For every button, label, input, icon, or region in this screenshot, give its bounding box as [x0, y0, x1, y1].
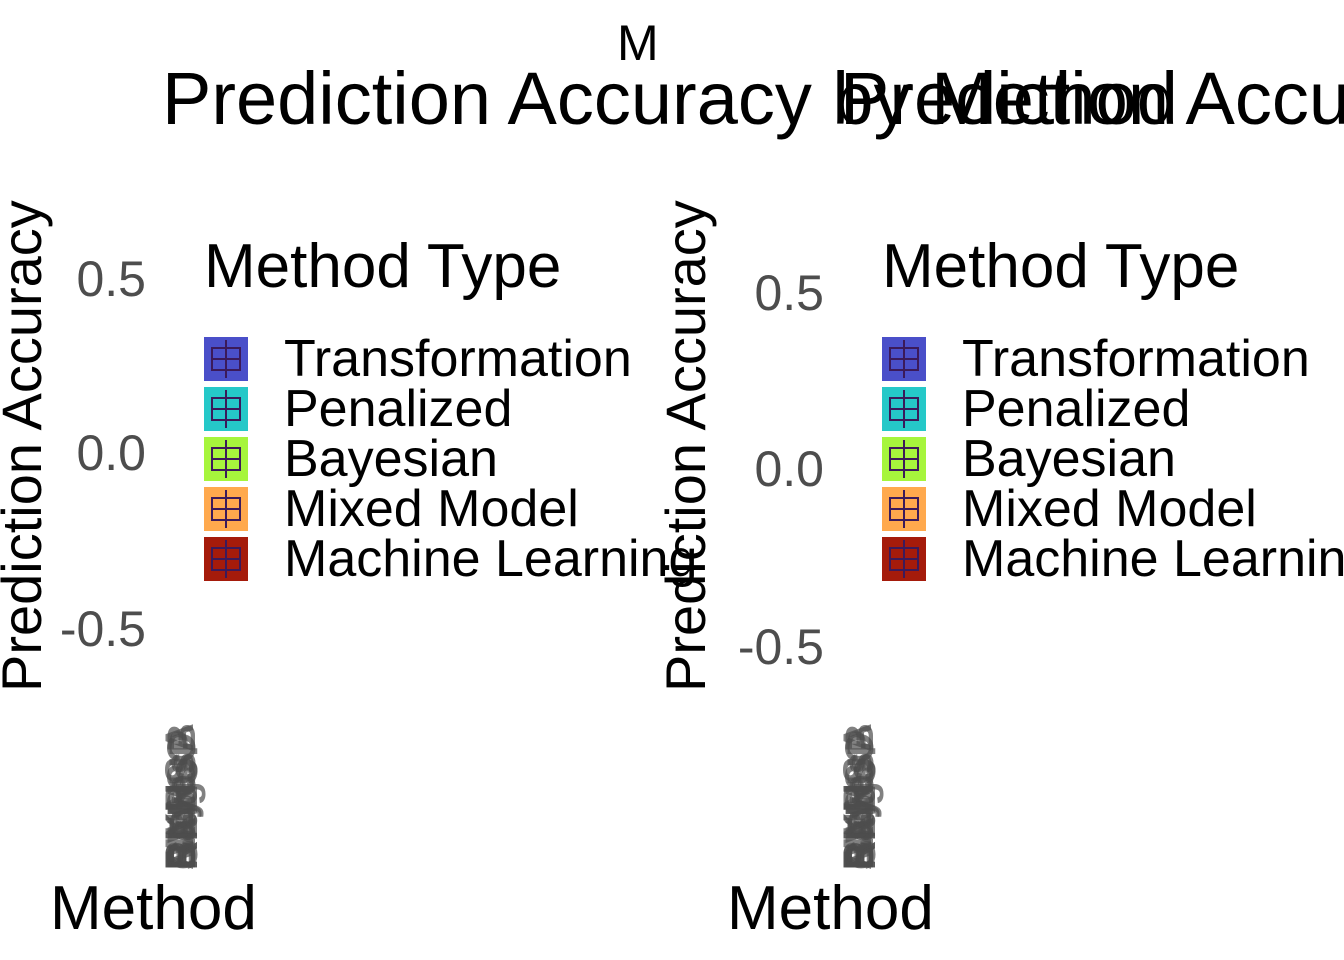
legend-boxplot-key-icon — [204, 437, 248, 481]
legend-boxplot-key-icon — [882, 387, 926, 431]
legend-boxplot-key-icon — [204, 487, 248, 531]
legend-item: Machine Learning — [204, 530, 698, 588]
x-tick-labels: MLR LASSO Ridge BayesA BayesB GBLUP RKHS SVM RF A… — [836, 640, 898, 870]
legend-item: Penalized — [204, 380, 697, 438]
legend-label: Transformation — [962, 330, 1310, 388]
x-tick-label: ANN — [836, 783, 880, 870]
legend-label: Transformation — [284, 330, 632, 388]
x-axis-title: Method — [727, 874, 934, 943]
legend-label: Penalized — [962, 380, 1191, 438]
y-tick-label: -0.5 — [59, 601, 146, 657]
legend-item: Bayesian — [882, 430, 1344, 488]
x-axis-title: Method — [50, 874, 257, 943]
y-tick-label: 0.5 — [754, 265, 824, 321]
y-tick-label: 0.0 — [754, 441, 824, 497]
legend-label: Bayesian — [962, 430, 1176, 488]
legend-boxplot-key-icon — [882, 537, 926, 581]
facet-strip-label: M — [617, 15, 659, 71]
legend-boxplot-key-icon — [882, 337, 926, 381]
legend-label: Machine Learning — [962, 530, 1344, 588]
y-tick-label: 0.5 — [76, 251, 146, 307]
legend-item: Bayesian — [204, 430, 697, 488]
legend-label: Machine Learning — [284, 530, 698, 588]
legend-label: Mixed Model — [962, 480, 1257, 538]
y-tick-label: -0.5 — [737, 619, 824, 675]
panel-title: Prediction Accuracy by Method — [840, 57, 1344, 140]
legend-item: Transformation — [882, 330, 1344, 388]
y-tick-label: 0.0 — [76, 425, 146, 481]
legend: Method Type Transformation Penalized Bayes… — [882, 232, 1344, 588]
legend-item: Machine Learning — [882, 530, 1344, 588]
legend: Method Type Transformation Penalized Bayes… — [204, 232, 698, 588]
legend-label: Penalized — [284, 380, 513, 438]
legend-boxplot-key-icon — [204, 337, 248, 381]
legend-boxplot-key-icon — [882, 487, 926, 531]
panel-title: Prediction Accuracy by Method — [162, 57, 1178, 140]
legend-item: Transformation — [204, 330, 697, 388]
legend-title: Method Type — [882, 232, 1240, 301]
legend-item: Mixed Model — [882, 480, 1344, 538]
legend-item: Mixed Model — [204, 480, 697, 538]
legend-label: Bayesian — [284, 430, 498, 488]
legend-label: Mixed Model — [284, 480, 579, 538]
legend-item: Penalized — [882, 380, 1344, 438]
legend-boxplot-key-icon — [882, 437, 926, 481]
legend-title: Method Type — [204, 232, 562, 301]
legend-boxplot-key-icon — [204, 387, 248, 431]
legend-boxplot-key-icon — [204, 537, 248, 581]
